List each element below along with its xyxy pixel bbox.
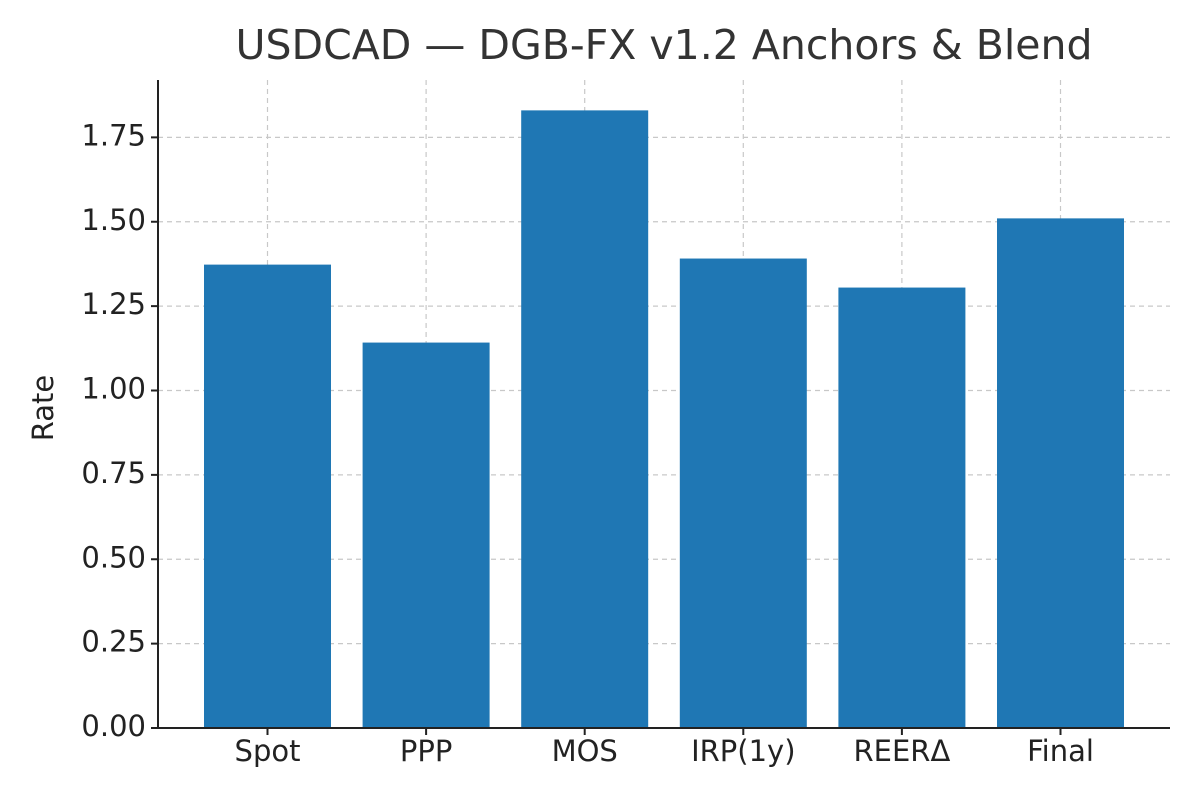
y-tick-label: 1.00	[81, 372, 146, 406]
bars	[204, 110, 1124, 728]
y-axis-label: Rate	[26, 375, 60, 442]
y-tick-label: 0.50	[81, 540, 146, 574]
bar	[521, 110, 649, 728]
bar	[838, 287, 966, 728]
chart-title: USDCAD — DGB-FX v1.2 Anchors & Blend	[235, 21, 1092, 69]
bar	[204, 264, 331, 728]
y-tick-label: 1.25	[81, 287, 146, 321]
x-tick-label: REERΔ	[854, 734, 951, 768]
x-tick-label: PPP	[400, 734, 452, 768]
bar	[679, 258, 807, 728]
y-tick-label: 0.75	[81, 456, 146, 490]
x-tick-label: MOS	[552, 734, 618, 768]
bar	[362, 342, 490, 728]
y-tick-label: 0.00	[81, 709, 146, 743]
y-tick-label: 1.50	[81, 203, 146, 237]
y-tick-label: 1.75	[81, 118, 146, 152]
y-tick-label: 0.25	[81, 625, 146, 659]
bar	[997, 218, 1124, 728]
x-tick-label: Spot	[235, 734, 301, 768]
x-tick-label: Final	[1027, 734, 1094, 768]
x-tick-label: IRP(1y)	[691, 734, 795, 768]
